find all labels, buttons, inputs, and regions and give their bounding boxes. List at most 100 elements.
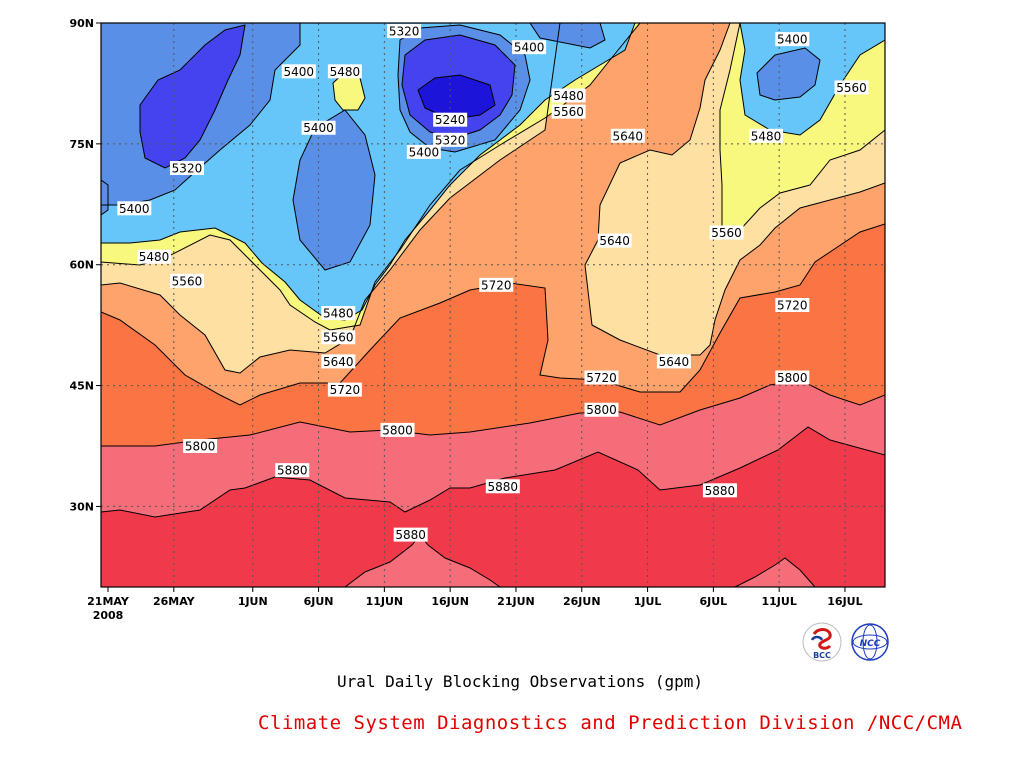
contour-line-5400-d <box>529 23 606 49</box>
contour-label-box-2 <box>387 24 422 39</box>
contour-line-5400-b <box>397 24 531 153</box>
contour-label-box-15 <box>169 273 204 288</box>
fill-region-below-5240 <box>418 75 495 118</box>
contour-line-5400-f <box>101 179 109 216</box>
contour-label-box-26 <box>584 370 619 385</box>
contour-label-5240: 5240 <box>433 112 468 127</box>
contour-label-text-28: 5800 <box>185 440 216 454</box>
fill-island-5880-south <box>345 535 500 587</box>
contour-label-box-18 <box>709 225 744 240</box>
contour-label-5880: 5880 <box>702 483 737 498</box>
contour-label-text-4: 5400 <box>119 202 150 216</box>
contour-label-text-32: 5880 <box>277 464 308 478</box>
footer-credit: Climate System Diagnostics and Predictio… <box>258 712 963 734</box>
fill-region-5240-5320 <box>140 25 515 168</box>
contour-label-text-22: 5640 <box>599 234 630 248</box>
x-tick-label-8: 1JUL <box>634 595 662 608</box>
contour-label-5320: 5320 <box>169 161 204 176</box>
contour-label-text-10: 5480 <box>139 250 170 264</box>
contour-line-5640-a <box>101 23 561 374</box>
contour-label-5640: 5640 <box>610 128 645 143</box>
contour-label-text-35: 5880 <box>705 484 736 498</box>
ncc-logo: NCC <box>851 623 889 661</box>
x-tick-label-5: 16JUN <box>431 595 469 608</box>
contour-label-5560: 5560 <box>321 330 356 345</box>
contour-label-text-7: 5400 <box>409 145 440 159</box>
contour-label-box-25 <box>479 277 514 292</box>
contour-label-box-13 <box>551 88 586 103</box>
contour-label-5720: 5720 <box>479 277 514 292</box>
contour-labels: 5240532053205320540054005400540054005400… <box>117 24 869 542</box>
contour-label-box-29 <box>380 422 415 437</box>
contour-label-5720: 5720 <box>584 370 619 385</box>
contour-label-box-33 <box>485 479 520 494</box>
contour-label-5480: 5480 <box>749 128 783 143</box>
contour-label-box-22 <box>597 233 632 248</box>
contour-label-5720: 5720 <box>327 382 362 397</box>
contour-line-5720 <box>101 223 885 406</box>
contour-label-5400: 5400 <box>775 32 810 47</box>
contour-label-box-35 <box>702 483 737 498</box>
contour-label-5480: 5480 <box>327 64 362 79</box>
contour-line-5640-b <box>584 23 885 356</box>
contour-label-box-4 <box>117 201 152 216</box>
contour-label-text-27: 5720 <box>777 299 808 313</box>
contour-label-text-15: 5560 <box>172 274 203 288</box>
contour-label-text-17: 5560 <box>553 105 584 119</box>
contour-label-box-8 <box>512 40 547 55</box>
fill-island-5880-southeast <box>735 558 815 587</box>
contour-label-box-27 <box>775 298 810 312</box>
contour-label-5560: 5560 <box>551 104 586 119</box>
contour-label-box-9 <box>775 32 810 47</box>
contour-label-box-20 <box>321 354 356 369</box>
contour-label-text-8: 5400 <box>514 41 545 55</box>
contour-label-text-16: 5560 <box>323 331 354 345</box>
contour-line-5880-southeast <box>734 557 816 587</box>
contour-fills <box>101 23 885 587</box>
x-tick-label-6: 21JUN <box>497 595 535 608</box>
contour-label-box-7 <box>406 144 441 159</box>
contour-label-5560: 5560 <box>169 273 204 288</box>
contour-line-5240 <box>417 74 496 119</box>
contour-label-box-32 <box>275 463 310 478</box>
contour-label-text-3: 5320 <box>435 133 466 147</box>
contour-label-text-6: 5400 <box>303 121 334 135</box>
contour-label-box-30 <box>584 402 619 417</box>
contour-label-5400: 5400 <box>301 120 336 135</box>
contour-label-5400: 5400 <box>281 64 316 79</box>
x-tick-label-4: 11JUN <box>366 595 404 608</box>
x-tick-sublabel-0: 2008 <box>93 609 124 622</box>
fill-island-5480 <box>333 72 365 110</box>
fill-region-5400-5480 <box>101 23 885 320</box>
contour-label-box-12 <box>321 306 356 321</box>
contour-line-5320-a <box>139 24 246 169</box>
contour-label-text-25: 5720 <box>481 278 512 292</box>
contour-label-box-0 <box>433 112 468 127</box>
contour-label-box-5 <box>281 64 316 79</box>
contour-label-5800: 5800 <box>775 370 810 385</box>
contour-label-5560: 5560 <box>834 80 869 95</box>
contour-label-5560: 5560 <box>709 225 744 240</box>
y-axis: 30N 45N 60N 75N 90N <box>69 17 101 513</box>
x-tick-label-11: 16JUL <box>827 595 862 608</box>
contour-label-box-28 <box>183 439 218 453</box>
contour-label-text-12: 5480 <box>323 307 354 321</box>
contour-label-text-13: 5480 <box>553 89 584 103</box>
bcc-logo-text: BCC <box>813 651 831 660</box>
contour-label-text-29: 5800 <box>382 423 413 437</box>
x-tick-label-2: 1JUN <box>238 595 268 608</box>
contour-label-5480: 5480 <box>551 88 586 103</box>
contour-label-text-21: 5640 <box>613 129 644 143</box>
contour-label-text-34: 5880 <box>395 528 426 542</box>
contour-label-5880: 5880 <box>393 527 428 542</box>
contour-label-5400: 5400 <box>406 144 441 159</box>
contour-label-5640: 5640 <box>597 233 632 248</box>
bcc-logo: BCC <box>802 622 842 662</box>
contour-label-text-5: 5400 <box>284 65 315 79</box>
contour-label-text-14: 5480 <box>751 129 782 143</box>
contour-label-5320: 5320 <box>387 24 422 39</box>
y-tick-label-2: 60N <box>69 259 94 272</box>
contour-line-5480-b <box>739 23 885 136</box>
contour-label-text-20: 5640 <box>323 355 354 369</box>
